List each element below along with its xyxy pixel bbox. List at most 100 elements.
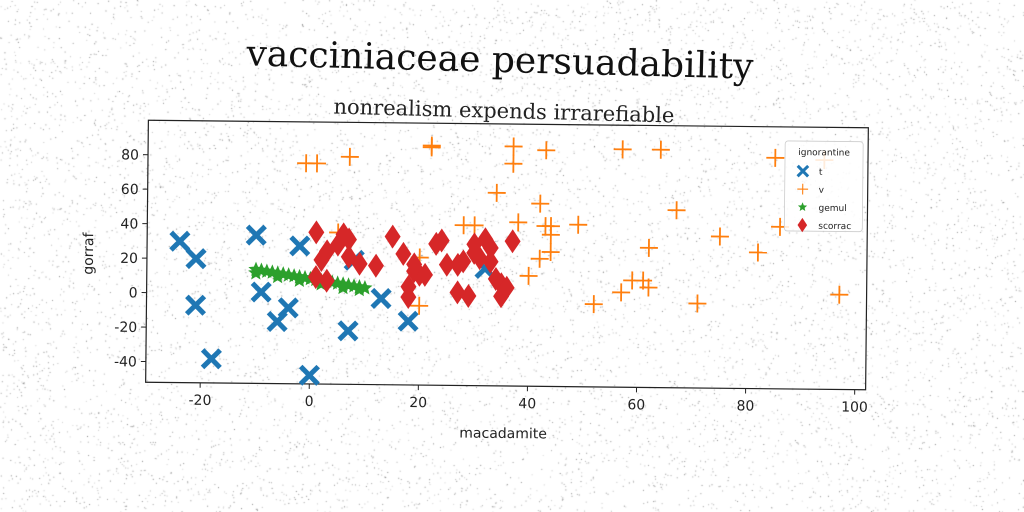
point-scorrac — [416, 262, 433, 287]
x-tick-label: 60 — [627, 397, 645, 413]
legend-marker-gemul — [797, 202, 808, 212]
point-scorrac — [482, 249, 499, 274]
point-v — [422, 138, 441, 157]
y-axis: -40 -20 0 20 40 60 80 — [114, 147, 149, 370]
point-scorrac — [318, 268, 335, 293]
point-v — [537, 141, 556, 160]
point-v — [541, 243, 560, 262]
point-v — [748, 243, 767, 262]
point-t — [184, 294, 207, 316]
x-tick-label: 80 — [736, 398, 754, 414]
point-v — [530, 249, 549, 268]
x-tick-label: -20 — [188, 393, 211, 409]
point-v — [612, 283, 631, 302]
point-v — [541, 217, 560, 236]
point-v — [308, 154, 327, 173]
x-tick-label: 100 — [841, 400, 868, 416]
point-v — [340, 147, 359, 166]
y-axis-label: gorraf — [81, 231, 97, 274]
point-scorrac — [406, 252, 423, 277]
point-v — [569, 215, 588, 234]
y-tick-label: -20 — [114, 320, 137, 336]
legend: ignorantine tv gemul scorrac — [783, 140, 864, 233]
point-gemul — [248, 265, 264, 280]
point-v — [613, 140, 632, 159]
point-v — [504, 154, 523, 173]
legend-title: ignorantine — [798, 148, 850, 159]
point-gemul — [264, 264, 280, 279]
point-v — [509, 213, 528, 232]
point-t — [245, 224, 267, 246]
point-scorrac — [335, 222, 352, 247]
point-t — [200, 348, 222, 370]
point-scorrac — [351, 251, 368, 276]
point-gemul — [286, 268, 302, 283]
point-v — [830, 285, 849, 304]
legend-label-v: v — [819, 186, 825, 196]
point-scorrac — [504, 229, 521, 254]
point-v — [766, 148, 785, 167]
x-axis-label: macadamite — [459, 426, 547, 443]
point-scorrac — [449, 280, 466, 305]
y-tick-label: 80 — [121, 147, 139, 163]
y-tick-label: 20 — [120, 251, 138, 267]
legend-label-t: t — [819, 168, 823, 178]
x-tick-label: 20 — [409, 395, 427, 411]
point-t — [250, 281, 272, 303]
point-v — [504, 137, 523, 156]
point-v — [710, 227, 729, 246]
point-gemul — [330, 275, 346, 290]
point-gemul — [351, 281, 367, 297]
point-scorrac — [433, 228, 450, 253]
point-scorrac — [498, 275, 515, 300]
point-gemul — [270, 268, 286, 284]
point-t — [169, 230, 191, 252]
point-scorrac — [477, 227, 494, 252]
point-gemul — [335, 279, 351, 295]
data-marks — [169, 136, 849, 386]
chart-title: vacciniaceae persuadability — [245, 33, 755, 87]
point-scorrac — [455, 249, 472, 274]
point-gemul — [291, 272, 308, 287]
legend-marker-scorrac — [797, 217, 808, 233]
x-axis: -20 0 20 40 60 80 100 — [188, 382, 868, 416]
point-scorrac — [482, 235, 499, 260]
y-tick-label: -40 — [114, 354, 137, 370]
point-t — [370, 287, 392, 310]
series-scorrac — [307, 220, 521, 310]
point-v — [667, 201, 686, 220]
legend-label-scorrac: scorrac — [818, 222, 851, 232]
point-t — [298, 364, 320, 386]
point-scorrac — [340, 244, 357, 269]
point-t — [289, 235, 311, 257]
legend-marker-t — [796, 164, 810, 178]
point-scorrac — [367, 253, 384, 278]
y-tick-label: 40 — [120, 216, 138, 232]
point-v — [639, 238, 658, 257]
point-v — [584, 295, 603, 314]
point-v — [410, 296, 429, 315]
point-v — [519, 266, 538, 285]
y-tick-label: 60 — [121, 182, 139, 198]
point-t — [337, 320, 359, 342]
point-v — [465, 216, 484, 235]
point-scorrac — [395, 241, 412, 266]
plot-area: -20 0 20 40 60 80 100 -40 -20 0 20 40 60 80 macadami… — [81, 119, 869, 443]
point-v — [639, 278, 658, 297]
point-t — [277, 297, 299, 319]
x-tick-label: 0 — [305, 394, 314, 410]
point-scorrac — [340, 227, 357, 252]
y-tick-label: 0 — [129, 285, 138, 301]
point-scorrac — [471, 246, 488, 271]
point-scorrac — [487, 267, 504, 292]
point-t — [397, 310, 419, 332]
point-scorrac — [308, 220, 325, 245]
point-v — [688, 294, 707, 313]
point-t — [185, 248, 207, 270]
point-v — [487, 183, 506, 202]
point-v — [651, 140, 670, 159]
legend-label-gemul: gemul — [818, 204, 846, 214]
point-scorrac — [307, 265, 324, 290]
